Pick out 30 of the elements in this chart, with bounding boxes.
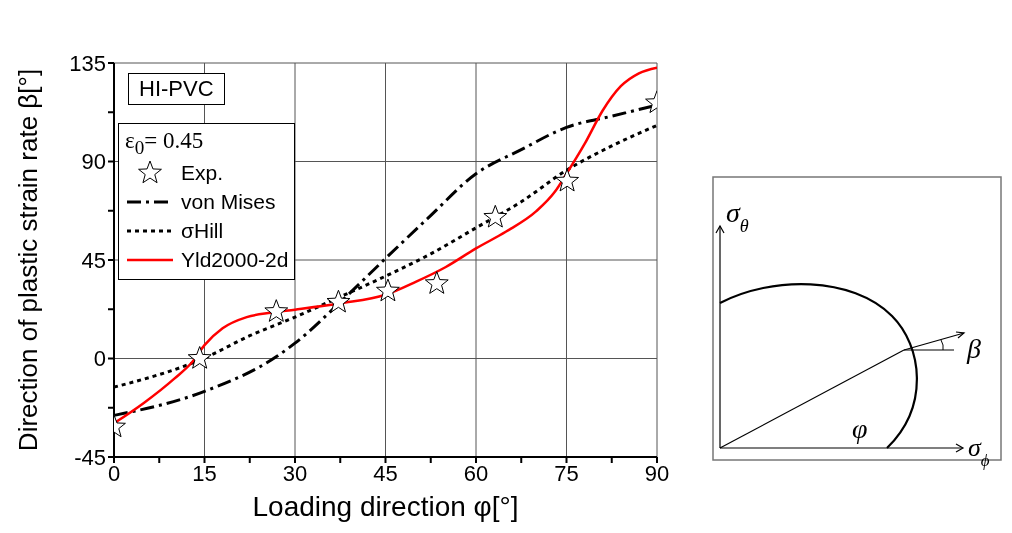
x-tick-label: 90 [644,460,670,486]
y-axis-title: Direction of plastic strain rate β[°] [12,68,44,452]
legend-label: σHill [181,219,224,244]
legend-title: ε$_{0}$= 0.45 [125,128,205,159]
text: σ$_{θ}$ [726,197,749,236]
point [483,204,508,228]
x-tick-label: 45 [373,460,398,486]
text: σ$_{ϕ}$ [968,433,990,470]
y-tick-label: 0 [93,346,106,372]
x-tick-label: 60 [463,460,489,486]
point [424,271,449,294]
x-tick-label: 15 [192,460,217,486]
legend-label: von Mises [181,190,276,215]
y-tick-label: -45 [74,444,106,470]
x-axis-title: Loading direction φ[°] [251,491,520,523]
point [555,168,580,192]
legend-label: Yld2000-2d [181,248,289,273]
point [376,278,400,302]
legend-label: Exp. [181,161,224,186]
point [187,346,212,369]
text: φ [852,413,868,444]
y-tick-label: 90 [81,149,106,175]
y-tick-label: 135 [69,50,106,76]
point [264,299,289,322]
annotation: HI-PVC [128,73,225,105]
x-tick-label: 75 [554,460,579,486]
x-tick-label: 30 [282,460,308,486]
text: β [966,333,981,364]
point [326,289,351,313]
y-tick-label: 45 [81,247,106,273]
